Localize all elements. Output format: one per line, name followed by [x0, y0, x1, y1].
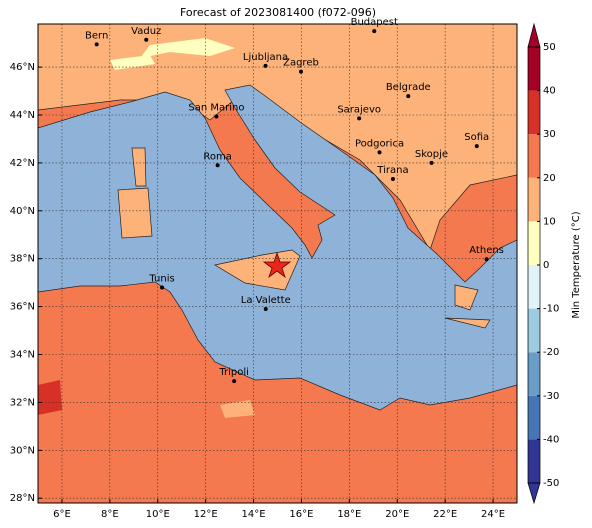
colorbar-segment [528, 352, 540, 396]
city-dot [215, 163, 220, 168]
colorbar-tick-label: -10 [543, 304, 559, 315]
x-tick-label: 8°E [101, 509, 119, 520]
city-label: San Marino [188, 102, 244, 113]
colorbar-segment [528, 177, 540, 222]
colorbar-segment [528, 134, 540, 178]
y-tick-label: 44°N [10, 110, 35, 121]
city-label: Tirana [376, 165, 408, 176]
grid [38, 24, 517, 503]
land-patch [220, 400, 255, 418]
y-tick-label: 36°N [10, 302, 35, 313]
colorbar-tick-label: 20 [543, 173, 556, 184]
city-label: Podgorica [355, 138, 404, 149]
city-dot [429, 160, 434, 165]
colorbar-segment [528, 221, 540, 265]
colorbar: -50 -40 -30 -20 -10 0 10 20 30 40 50 [527, 22, 559, 505]
y-tick-label: 28°N [10, 493, 35, 504]
x-tick-label: 22°E [433, 509, 457, 520]
x-tick-label: 24°E [481, 509, 505, 520]
city-dot [484, 257, 489, 262]
colorbar-tick-label: -50 [543, 478, 559, 489]
city-dot [357, 116, 362, 121]
city-dot [144, 37, 149, 42]
colorbar-tick-label: 0 [543, 260, 549, 271]
map-frame [37, 23, 518, 504]
city-label: La Valette [241, 295, 291, 306]
city-dot [390, 176, 395, 181]
y-tick-label: 30°N [10, 445, 35, 456]
colorbar-tick-label: 50 [543, 42, 556, 53]
x-tick-label: 12°E [194, 509, 218, 520]
city-label: Athens [469, 245, 504, 256]
y-tick-label: 46°N [10, 62, 35, 73]
colorbar-label: Min Temperature (°C) [571, 211, 582, 318]
islands [444, 284, 491, 329]
city-dot [406, 94, 411, 99]
city-label: Ljubljana [243, 52, 288, 63]
colorbar-segment [528, 308, 540, 353]
x-tick-label: 14°E [242, 509, 266, 520]
colorbar-segment [528, 439, 540, 483]
city-label: Skopje [415, 149, 448, 160]
colorbar-extend [527, 482, 541, 505]
x-tick-label: 20°E [385, 509, 409, 520]
y-tick-label: 40°N [10, 206, 35, 217]
city-label: Belgrade [386, 82, 431, 93]
colorbar-tick-label: 30 [543, 129, 556, 140]
colorbar-tick-label: -40 [543, 434, 559, 445]
colorbar-segment [528, 47, 540, 91]
city-label: Budapest [351, 17, 398, 28]
city-label: Bern [85, 30, 108, 41]
city-dot [377, 150, 382, 155]
city-dot [474, 144, 479, 149]
x-tick-label: 6°E [53, 509, 71, 520]
y-tick-label: 34°N [10, 350, 35, 361]
city-label: Tunis [148, 273, 174, 284]
city-dot [263, 63, 268, 68]
colorbar-tick-label: 40 [543, 86, 556, 97]
city-label: Tripoli [218, 367, 249, 378]
x-tick-label: 18°E [337, 509, 361, 520]
city-label: Vaduz [131, 26, 161, 37]
y-tick-label: 42°N [10, 158, 35, 169]
colorbar-tick-label: -30 [543, 391, 559, 402]
colorbar-tick-label: -20 [543, 347, 559, 358]
city-label: Sofia [464, 132, 489, 143]
city-dot [94, 42, 99, 47]
alps [110, 38, 235, 70]
y-tick-label: 32°N [10, 397, 35, 408]
city-dot [232, 379, 237, 384]
y-tick-label: 38°N [10, 254, 35, 265]
city-dot [263, 307, 268, 312]
colorbar-tick-label: 10 [543, 216, 556, 227]
x-tick-label: 16°E [289, 509, 313, 520]
corsica-sardinia [117, 147, 153, 239]
city-dot [214, 114, 219, 119]
title: Forecast of 2023081400 (f072-096) [180, 6, 376, 19]
colorbar-segment [528, 90, 540, 135]
colorbar-extend [527, 22, 541, 48]
city-dot [372, 29, 377, 34]
forecast-star [262, 251, 292, 279]
city-dot [298, 69, 303, 74]
city-label: Roma [203, 151, 232, 162]
colorbar-segment [528, 265, 540, 309]
city-label: Zagreb [283, 58, 319, 69]
city-dot [160, 285, 165, 290]
x-tick-label: 10°E [146, 509, 170, 520]
colorbar-segment [528, 395, 540, 440]
city-label: Sarajevo [337, 104, 381, 115]
land-patch [38, 380, 62, 415]
